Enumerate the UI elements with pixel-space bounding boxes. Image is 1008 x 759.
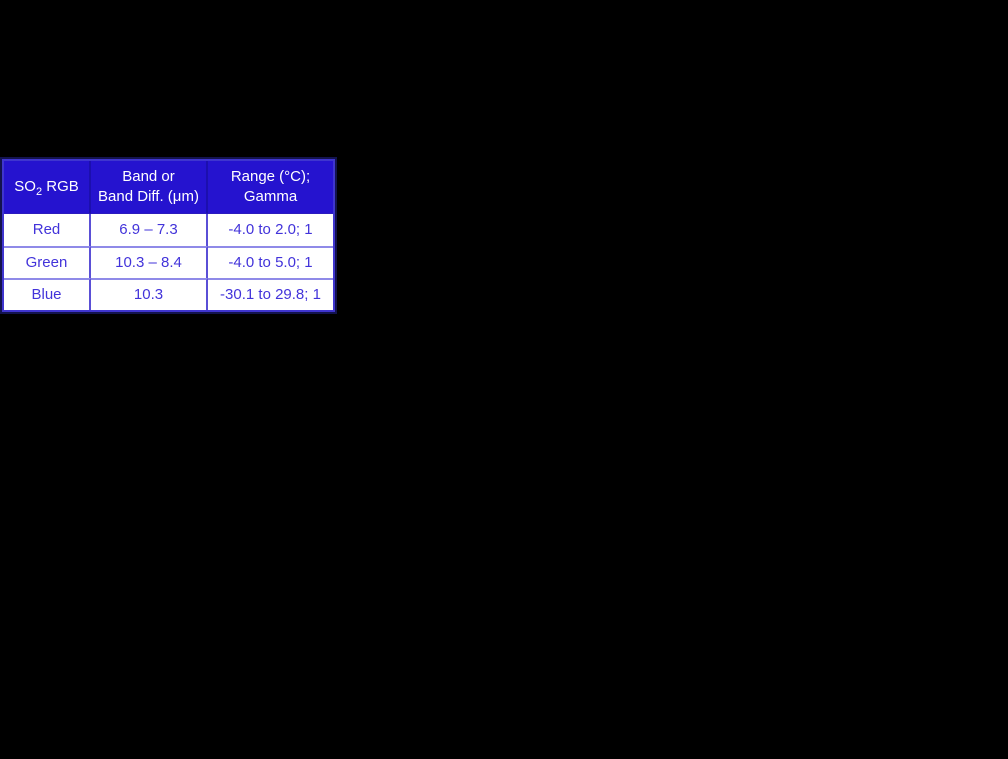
range-header-line1: Range (°C); [230,168,311,185]
header-cell-so2-rgb: SO2 RGB [4,161,91,214]
header-cell-range: Range (°C); Gamma [208,161,333,214]
so2-rgb-table: SO2 RGB Band or Band Diff. (μm) Range (°… [2,159,335,312]
cell-color-blue: Blue [4,278,91,310]
cell-range-blue: -30.1 to 29.8; 1 [208,278,333,310]
band-header-line1: Band or [122,168,175,185]
cell-range-green: -4.0 to 5.0; 1 [208,246,333,278]
so2-subscript: 2 [35,186,43,198]
cell-color-red: Red [4,214,91,246]
range-header-line2: Gamma [243,188,298,205]
cell-range-red: -4.0 to 2.0; 1 [208,214,333,246]
header-cell-band: Band or Band Diff. (μm) [91,161,208,214]
so2-rgb-label: SO2 RGB [14,178,79,198]
cell-band-red: 6.9 – 7.3 [91,214,208,246]
cell-color-green: Green [4,246,91,278]
cell-band-blue: 10.3 [91,278,208,310]
cell-band-green: 10.3 – 8.4 [91,246,208,278]
band-header-line2: Band Diff. (μm) [98,188,199,205]
